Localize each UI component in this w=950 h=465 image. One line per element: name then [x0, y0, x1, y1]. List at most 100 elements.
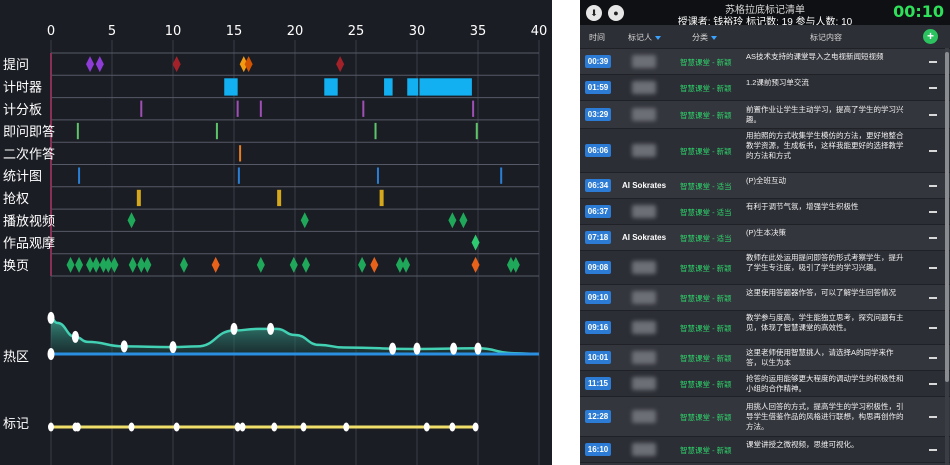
list-item[interactable]: 09:10 智慧课堂 - 新颖 这里使用答题器作答，可以了解学生回答情况	[580, 284, 950, 310]
row-label: 即问即答	[3, 124, 55, 140]
filter-icon[interactable]	[655, 35, 661, 40]
tick-label: 25	[348, 24, 365, 39]
col-marker[interactable]: 标记人	[628, 32, 661, 43]
remove-icon[interactable]	[929, 416, 937, 418]
list-item[interactable]: 11:15 智慧课堂 - 新颖 抢答的运用能够更大程度的调动学生的积极性和小组的合作…	[580, 370, 950, 396]
mark-content: 用挑人回答的方式，提高学生的学习积极性，引导学生借鉴作品的风格进行联想，构思再创…	[746, 402, 904, 431]
mark-content: (P)生本决策	[746, 228, 786, 237]
remove-icon[interactable]	[929, 114, 937, 116]
mark-content: 课堂讲授之微视频，思维可视化。	[746, 440, 859, 449]
category-label: 智慧课堂 - 新颖	[680, 58, 732, 67]
category-label: 智慧课堂 - 新颖	[680, 380, 732, 389]
time-badge[interactable]: 09:10	[585, 291, 611, 304]
scrollbar-thumb[interactable]	[945, 52, 949, 382]
avatar	[632, 205, 656, 218]
event-diamond	[86, 256, 95, 273]
timeline-chart: 0 5 10 15 20 25 30 35 40 提问计时器计分板即问即答二次作答统计图抢权播放视…	[3, 24, 547, 465]
list-item[interactable]: 07:18 AI Sokrates 智慧课堂 - 适当 (P)生本决策	[580, 224, 950, 250]
event-diamond	[179, 256, 188, 273]
row-label: 换页	[3, 259, 29, 274]
avatar	[632, 55, 656, 68]
list-subtitle: 授课者: 钱裕玲 标记数: 19 参与人数: 10	[677, 17, 853, 28]
list-item[interactable]: 09:08 智慧课堂 - 新颖 教师在此处运用提问即答的形式考察学生，提升了学生专注…	[580, 250, 950, 284]
event-diamond	[471, 234, 480, 251]
row-label: 作品观摩	[3, 236, 55, 252]
tick-label: 10	[165, 24, 182, 39]
remove-icon[interactable]	[929, 449, 937, 451]
event-diamond	[66, 256, 75, 273]
heat-point	[71, 330, 79, 343]
remove-icon[interactable]	[929, 150, 937, 152]
list-item[interactable]: 12:28 智慧课堂 - 新颖 用挑人回答的方式，提高学生的学习积极性，引导学生借鉴…	[580, 396, 950, 436]
time-badge[interactable]: 09:08	[585, 261, 611, 274]
mark-point	[74, 422, 81, 432]
time-badge[interactable]: 00:39	[585, 55, 611, 68]
category-label: 智慧课堂 - 新颖	[680, 84, 732, 93]
event-diamond	[95, 56, 104, 73]
mark-point	[300, 422, 307, 432]
timer-block	[224, 78, 238, 96]
mark-point	[449, 422, 456, 432]
time-badge[interactable]: 16:10	[585, 443, 611, 456]
time-badge[interactable]: 09:16	[585, 321, 611, 334]
add-mark-button[interactable]: +	[923, 29, 938, 44]
time-badge[interactable]: 06:37	[585, 205, 611, 218]
time-badge[interactable]: 11:15	[585, 377, 611, 390]
avatar	[632, 351, 656, 364]
remove-icon[interactable]	[929, 211, 937, 213]
remove-icon[interactable]	[929, 357, 937, 359]
avatar	[632, 443, 656, 456]
event-diamond	[172, 56, 181, 73]
list-item[interactable]: 06:34 AI Sokrates 智慧课堂 - 适当 (P)全班互动	[580, 172, 950, 198]
remove-icon[interactable]	[929, 297, 937, 299]
avatar	[632, 321, 656, 334]
remove-icon[interactable]	[929, 61, 937, 63]
row-label: 抢权	[3, 191, 29, 207]
time-badge[interactable]: 03:29	[585, 108, 611, 121]
event-diamond	[239, 56, 248, 73]
marker-name: AI Sokrates	[622, 181, 667, 190]
mark-content: 抢答的运用能够更大程度的调动学生的积极性和小组的合作精神。	[746, 374, 904, 393]
category-label: 智慧课堂 - 新颖	[680, 413, 732, 422]
time-badge[interactable]: 12:28	[585, 410, 611, 423]
avatar	[632, 108, 656, 121]
remove-icon[interactable]	[929, 267, 937, 269]
remove-icon[interactable]	[929, 87, 937, 89]
mark-list-panel: ⬇ ● 苏格拉底标记清单 授课者: 钱裕玲 标记数: 19 参与人数: 10 0…	[580, 0, 950, 465]
list-item[interactable]: 16:10 智慧课堂 - 新颖 课堂讲授之微视频，思维可视化。	[580, 436, 950, 462]
time-badge[interactable]: 06:06	[585, 144, 611, 157]
remove-icon[interactable]	[929, 327, 937, 329]
remove-icon[interactable]	[929, 383, 937, 385]
list-item[interactable]: 06:06 智慧课堂 - 新颖 用拍照的方式收集学生模仿的方法，更好地整合教学资源，…	[580, 128, 950, 172]
tick-label: 0	[47, 24, 55, 39]
list-item[interactable]: 01:59 智慧课堂 - 新颖 1.2课前预习单交流	[580, 74, 950, 100]
time-badge[interactable]: 01:59	[585, 81, 611, 94]
list-item[interactable]: 00:39 智慧课堂 - 新颖 AS技术支持的课堂导入之电视新闻短视频	[580, 48, 950, 74]
category-label: 智慧课堂 - 新颖	[680, 147, 732, 156]
category-label: 智慧课堂 - 新颖	[680, 446, 732, 455]
heat-point	[169, 341, 177, 354]
time-badge[interactable]: 07:18	[585, 231, 611, 244]
list-item[interactable]: 09:16 智慧课堂 - 新颖 教学参与度高，学生能独立思考，探究问题有主见，体现了…	[580, 310, 950, 344]
list-item[interactable]: 10:01 智慧课堂 - 新颖 这里老师使用智慧挑人，请选择A的同学来作答，以生为本	[580, 344, 950, 370]
filter-icon[interactable]	[711, 35, 717, 40]
event-diamond	[110, 256, 119, 273]
user-icon[interactable]: ●	[608, 5, 624, 21]
time-badge[interactable]: 06:34	[585, 179, 611, 192]
timer-block	[324, 78, 338, 96]
col-category[interactable]: 分类	[692, 32, 717, 43]
category-label: 智慧课堂 - 新颖	[680, 111, 732, 120]
row-label: 提问	[3, 57, 29, 73]
list-item[interactable]: 06:37 智慧课堂 - 适当 有利于调节气氛，增强学生积极性	[580, 198, 950, 224]
list-item[interactable]: 03:29 智慧课堂 - 新颖 前置作业让学生主动学习，提高了学生的学习兴趣。	[580, 100, 950, 128]
remove-icon[interactable]	[929, 237, 937, 239]
remove-icon[interactable]	[929, 185, 937, 187]
mark-content: 教学参与度高，学生能独立思考，探究问题有主见，体现了智慧课堂的高效性。	[746, 313, 904, 332]
row-label: 播放视频	[3, 214, 55, 229]
tick-label: 20	[287, 24, 304, 39]
download-icon[interactable]: ⬇	[586, 5, 602, 21]
col-marker-label: 标记人	[628, 33, 652, 42]
avatar	[632, 144, 656, 157]
time-badge[interactable]: 10:01	[585, 351, 611, 364]
